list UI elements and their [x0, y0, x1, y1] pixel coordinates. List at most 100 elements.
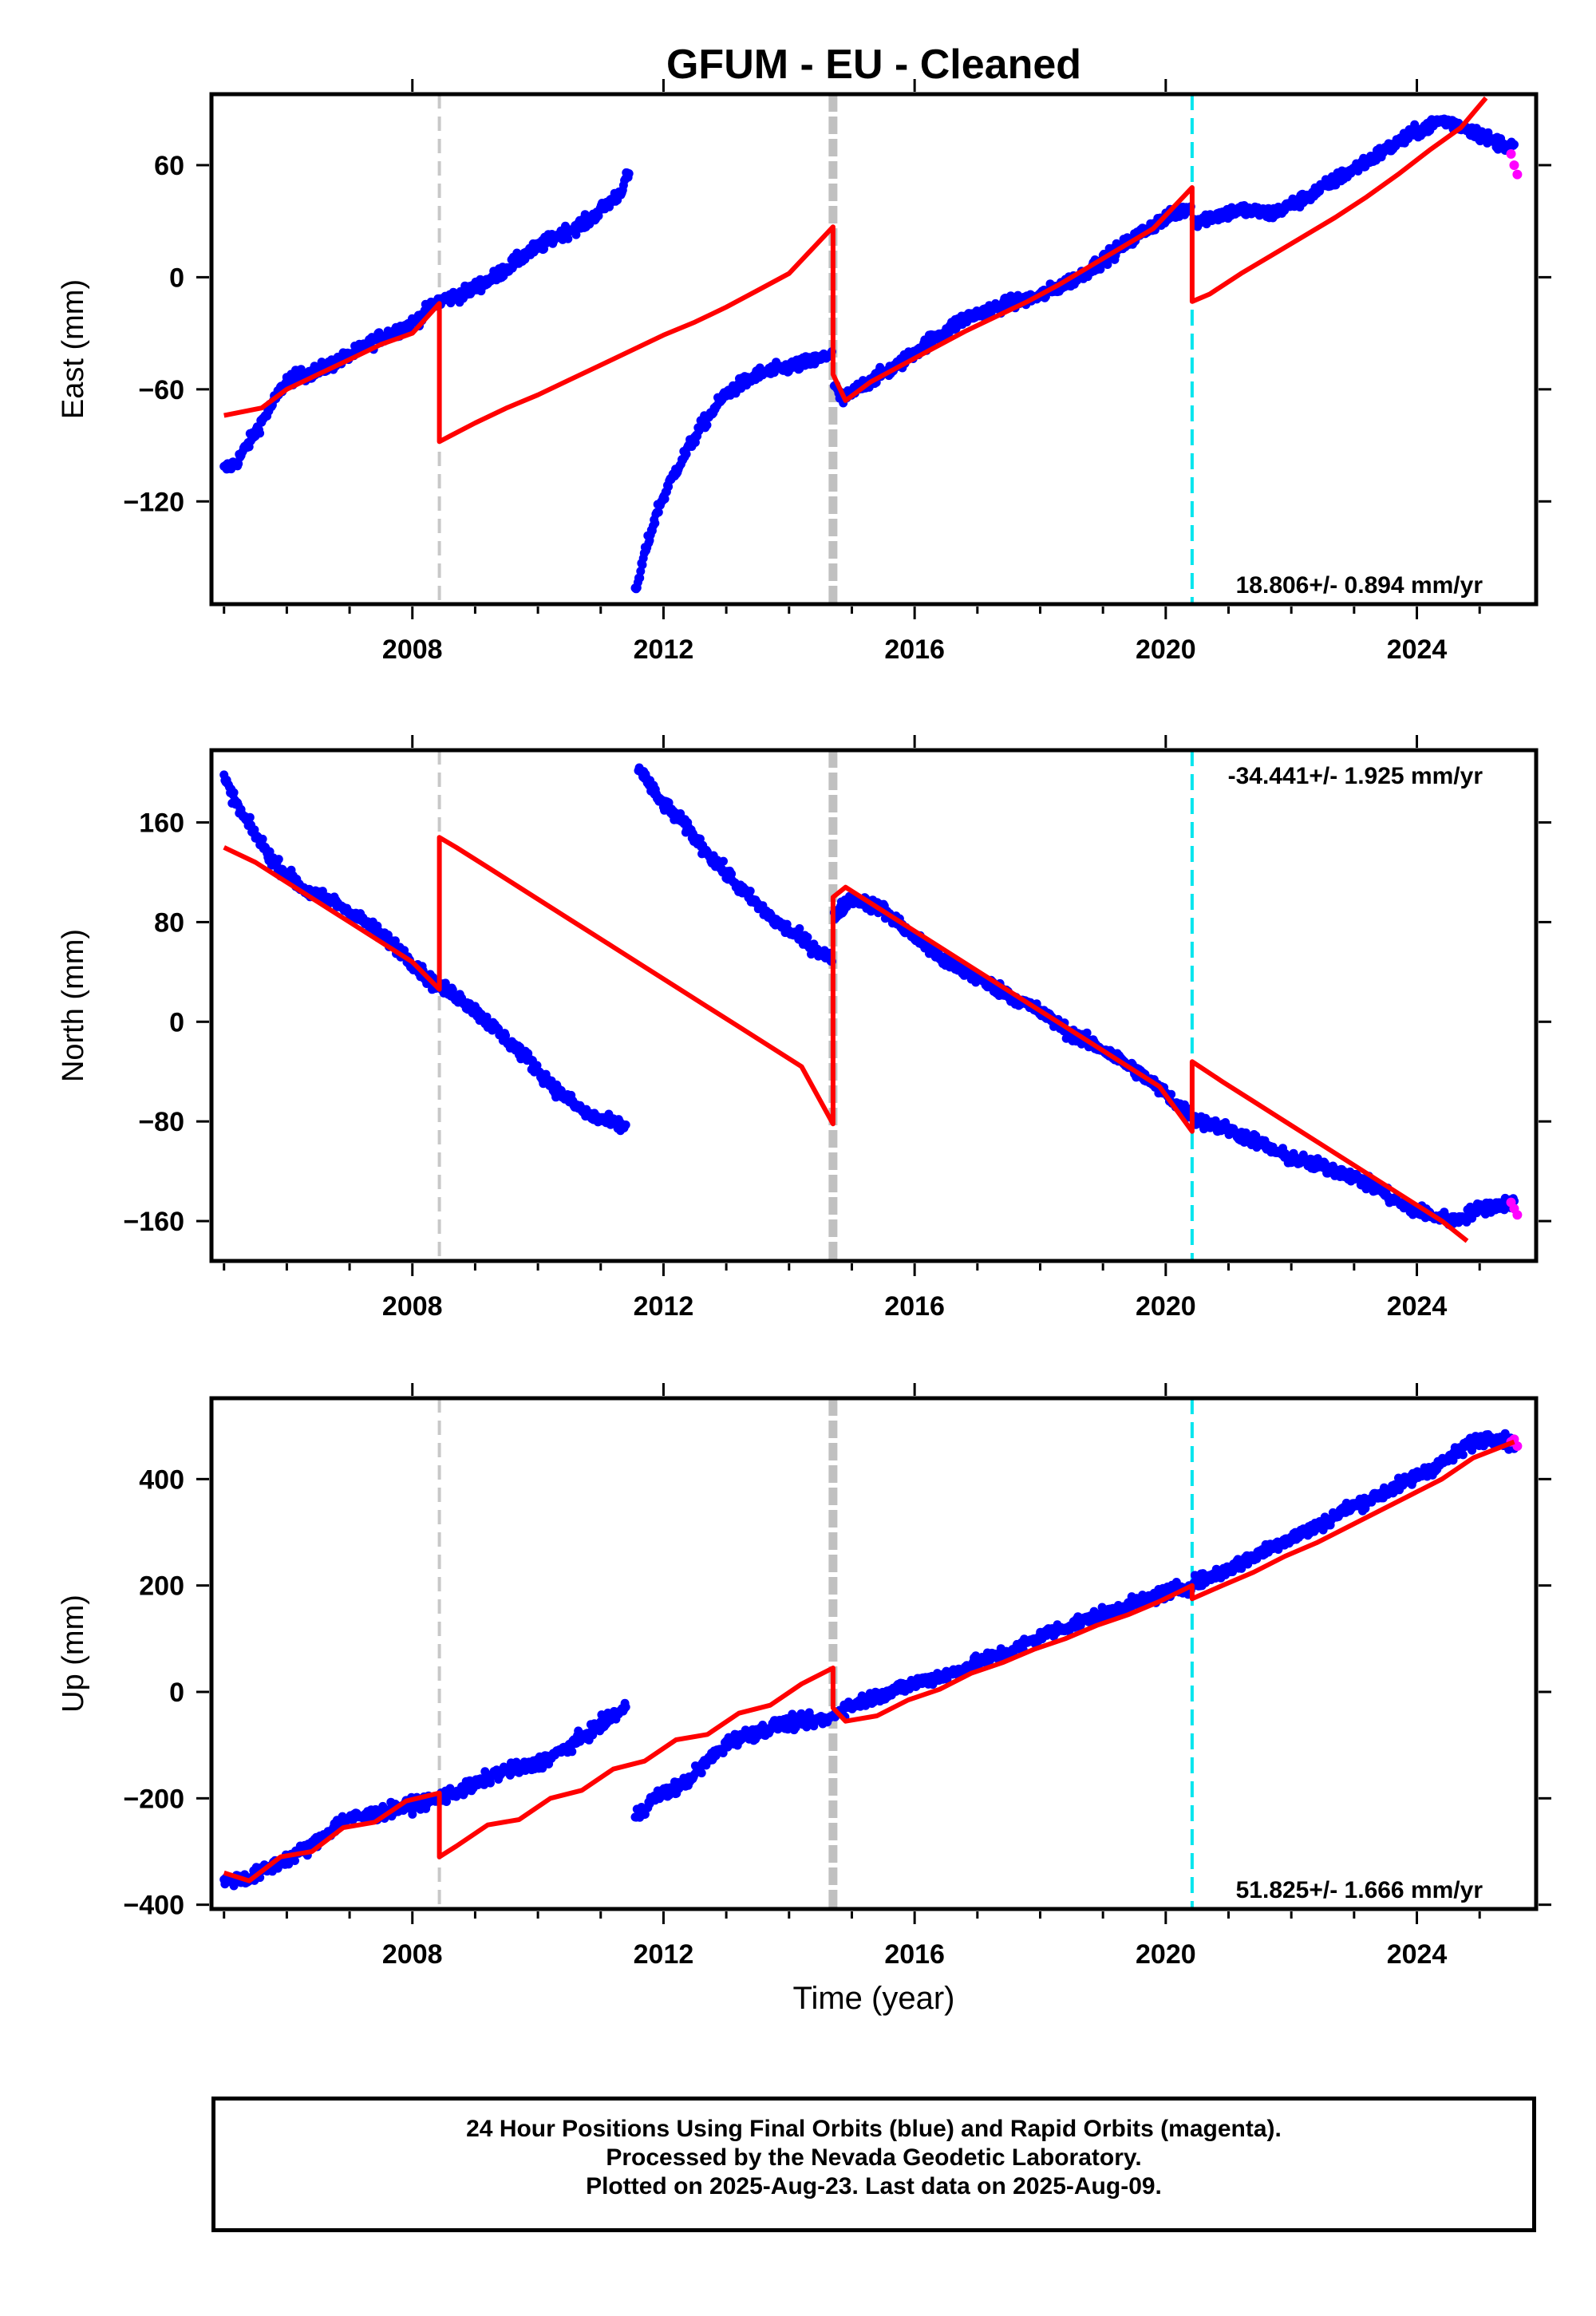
y-axis-label: North (mm): [57, 929, 90, 1082]
panels: 2008 2012 2016 2020 2024 60 0 −60 −120 East (mm) 1…: [57, 79, 1551, 1970]
x-tick-label: 2016: [884, 634, 945, 665]
plot-area: [219, 94, 1523, 604]
final-point: [803, 932, 812, 942]
x-axis: 2008 2012 2016 2020 2024: [223, 1383, 1481, 1970]
final-segment-3: [1189, 114, 1519, 231]
x-axis: 2008 2012 2016 2020 2024: [223, 735, 1481, 1322]
model-line: [223, 1439, 1515, 1883]
y-tick-label: −160: [123, 1207, 184, 1237]
model-line: [223, 835, 1469, 1243]
final-point: [745, 887, 755, 895]
final-point: [234, 459, 243, 468]
y-tick-label: −200: [123, 1784, 184, 1814]
panel-east: 2008 2012 2016 2020 2024 60 0 −60 −120 East (mm) 1…: [57, 79, 1551, 665]
final-segment-2: [829, 891, 1195, 1122]
plot-frame: [209, 748, 1539, 1263]
rapid-point: [1512, 169, 1523, 180]
y-tick-label: 0: [169, 1007, 184, 1037]
final-point: [650, 519, 660, 528]
footer-line-2: Processed by the Nevada Geodetic Laborat…: [606, 2144, 1142, 2171]
footer-line-1: 24 Hour Positions Using Final Orbits (bl…: [466, 2116, 1282, 2142]
plot-area: [219, 1398, 1523, 1909]
x-axis-label: Time (year): [793, 1981, 955, 2016]
final-segment-3: [1189, 1429, 1519, 1591]
y-tick-label: −400: [123, 1891, 184, 1921]
final-point: [1096, 264, 1105, 274]
final-segment-2: [829, 1578, 1195, 1721]
final-point: [638, 560, 647, 570]
final-point: [1103, 260, 1112, 269]
rapid-points: [1506, 148, 1523, 180]
x-tick-label: 2012: [634, 1939, 694, 1970]
final-point: [482, 1012, 492, 1022]
x-tick-label: 2020: [1136, 1291, 1196, 1322]
rapid-points: [1506, 1197, 1523, 1220]
x-tick-label: 2016: [884, 1939, 945, 1970]
model-line: [223, 96, 1488, 445]
x-tick-label: 2012: [634, 1291, 694, 1322]
plot-area: [219, 750, 1523, 1261]
x-tick-label: 2008: [382, 1291, 443, 1322]
y-tick-label: −120: [123, 487, 184, 517]
final-point: [563, 234, 573, 243]
final-point: [588, 1730, 598, 1740]
panel-up: 2008 2012 2016 2020 2024 400 200 0 −200 −400 Up (m…: [57, 1383, 1551, 1970]
final-point: [697, 1769, 706, 1778]
final-segment-0: [219, 770, 630, 1136]
x-axis: 2008 2012 2016 2020 2024: [223, 79, 1481, 665]
rapid-point: [1512, 1210, 1523, 1220]
final-point: [501, 1031, 511, 1041]
y-tick-label: 60: [154, 151, 184, 181]
final-point: [1082, 1028, 1092, 1037]
rate-annotation: 18.806+/- 0.894 mm/yr: [1236, 572, 1483, 599]
x-tick-label: 2020: [1136, 634, 1196, 665]
chart-title: GFUM - EU - Cleaned: [666, 41, 1081, 88]
y-axis-label: Up (mm): [57, 1595, 90, 1713]
final-point: [635, 573, 645, 583]
x-tick-label: 2024: [1387, 1291, 1448, 1322]
final-point: [258, 834, 267, 844]
x-tick-label: 2012: [634, 634, 694, 665]
y-axis: 160 80 0 −80 −160: [123, 808, 1551, 1237]
final-point: [795, 924, 804, 933]
final-point: [719, 856, 728, 866]
rapid-point: [1509, 160, 1519, 170]
y-tick-label: 200: [139, 1571, 184, 1602]
y-tick-label: 400: [139, 1464, 184, 1495]
final-point: [660, 494, 670, 504]
final-segment-3: [1189, 1112, 1519, 1229]
final-segment-1: [630, 1708, 836, 1822]
y-tick-label: 0: [169, 263, 184, 293]
plot-frame: [209, 1396, 1539, 1911]
final-point: [274, 855, 283, 864]
final-segment-1: [630, 347, 836, 594]
final-segment-1: [634, 763, 836, 966]
final-point: [390, 936, 400, 946]
y-tick-label: 0: [169, 1678, 184, 1708]
rate-annotation: 51.825+/- 1.666 mm/yr: [1236, 1877, 1483, 1903]
y-axis-label: East (mm): [57, 279, 90, 419]
y-tick-label: −80: [138, 1107, 184, 1137]
x-tick-label: 2024: [1387, 1939, 1448, 1970]
final-point: [245, 812, 255, 822]
y-axis: 60 0 −60 −120: [123, 151, 1551, 517]
final-segment-0: [219, 1698, 630, 1891]
final-point: [229, 788, 239, 797]
y-axis: 400 200 0 −200 −400: [123, 1464, 1551, 1921]
final-point: [654, 508, 663, 517]
final-point: [255, 429, 265, 438]
final-point: [621, 1120, 630, 1129]
final-point: [571, 230, 581, 239]
final-point: [486, 1778, 495, 1788]
rate-annotation: -34.441+/- 1.925 mm/yr: [1228, 763, 1483, 789]
x-tick-label: 2024: [1387, 634, 1448, 665]
y-tick-label: −60: [138, 375, 184, 405]
x-tick-label: 2016: [884, 1291, 945, 1322]
final-point: [624, 169, 634, 178]
final-point: [1458, 1450, 1468, 1460]
panel-north: 2008 2012 2016 2020 2024 160 80 0 −80 −160 North (…: [57, 735, 1551, 1322]
x-tick-label: 2008: [382, 1939, 443, 1970]
final-point: [702, 421, 712, 430]
final-point: [727, 869, 737, 879]
